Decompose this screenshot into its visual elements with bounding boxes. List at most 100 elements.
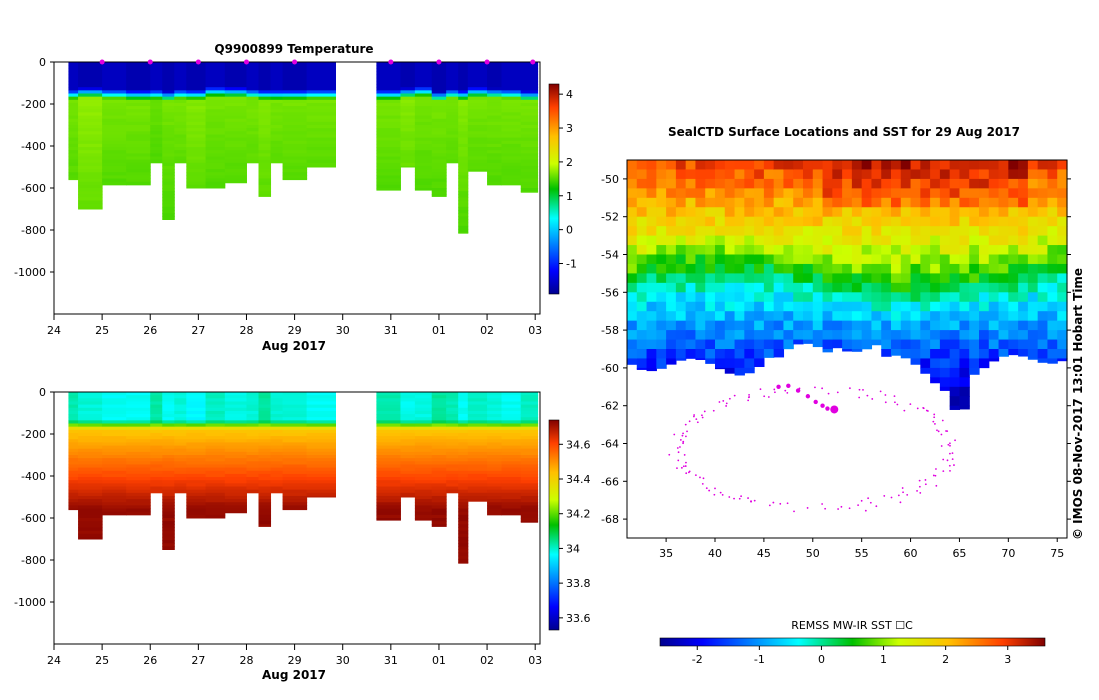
salinity-cell [162,448,175,453]
sst-cell [1008,339,1019,350]
temperature-cell [458,147,469,151]
lat-tick-label: -54 [601,249,619,262]
sst-cell [1027,320,1039,331]
salinity-cell [376,514,401,519]
temperature-cell [78,162,103,167]
temperature-cell [205,169,226,173]
sst-cell [920,273,931,284]
track-point [932,474,935,477]
sst-cell [861,207,873,218]
salinity-cell [174,432,187,437]
salinity-cell [102,483,127,487]
temperature-cell [78,87,103,91]
sst-cell [979,245,990,256]
temperature-cell [270,121,284,126]
salinity-cell [126,492,151,497]
temperature-cell [501,90,522,94]
salinity-cell [501,464,522,469]
salinity-cell [78,439,103,443]
sst-cell [959,330,970,341]
salinity-cell [376,436,401,440]
temperature-cell [68,102,79,107]
temperature-cell [376,121,401,126]
salinity-cell [501,432,522,437]
temperature-cell [376,153,401,157]
salinity-cell [258,492,272,497]
salinity-cell [102,407,127,412]
salinity-cell [174,448,187,453]
salinity-cell [501,502,522,506]
sst-cell [763,216,775,227]
track-point [696,421,699,424]
temperature-cell [414,87,433,91]
sst-cell [988,339,1000,350]
sst-cell [861,282,873,293]
sst-cell [803,207,814,218]
temperature-cell [376,65,401,69]
sst-cell [998,178,1009,189]
temperature-cell [258,96,272,101]
temperature-cell [224,175,247,180]
temperature-cell [174,65,187,69]
salinity-cell [501,492,522,497]
sst-cell [705,339,716,350]
salinity-cell [501,423,522,428]
temperature-cell [150,112,163,117]
sst-cell [773,282,785,293]
sst-cell [910,263,921,274]
salinity-cell [501,477,522,481]
salinity-cell [431,429,447,434]
track-point [947,443,950,446]
sst-cell [1018,349,1029,357]
salinity-cell [174,423,187,428]
salinity-cell [162,420,175,424]
sst-cell [666,169,677,180]
salinity-cell [376,445,401,450]
temperature-cell [414,184,433,189]
temperature-cell [282,99,308,104]
temperature-cell [205,74,226,79]
temperature-cell [431,172,447,176]
track-point [860,499,863,502]
sst-cell [910,245,921,256]
temperature-cell [414,131,433,135]
latest-location [830,405,839,414]
temperature-cell [282,102,308,107]
sst-cell [666,330,677,341]
sst-cell [930,377,941,384]
sst-cell [744,330,755,341]
temperature-cell [414,68,433,72]
sst-cell [939,320,951,331]
salinity-cell [400,489,416,494]
salinity-cell [102,445,127,450]
sst-cell [861,292,873,303]
colorbar-tick-label: 34.2 [566,508,591,521]
temperature-cell [431,175,447,180]
temperature-cell [414,128,433,132]
salinity-cell [431,451,447,456]
temperature-cell [400,137,416,142]
sst-cell [754,245,765,256]
temperature-cell [150,134,163,139]
salinity-cell [174,458,187,462]
salinity-cell [414,458,433,462]
sst-cell [724,160,736,171]
sst-cell [685,282,697,293]
salinity-cell [458,549,469,554]
sst-cell [695,292,706,303]
temperature-cell [186,62,207,66]
sst-cell [744,235,755,246]
salinity-cell [467,432,488,437]
salinity-cell [446,458,459,462]
salinity-cell [205,420,226,424]
x-tick-label: 02 [480,324,494,337]
sst-cell [1008,169,1019,180]
temperature-cell [126,165,151,170]
sst-cell [822,169,833,180]
temperature-cell [102,131,127,135]
sst-cell [1057,245,1068,256]
sst-cell [734,178,745,189]
sst-cell [793,197,804,208]
